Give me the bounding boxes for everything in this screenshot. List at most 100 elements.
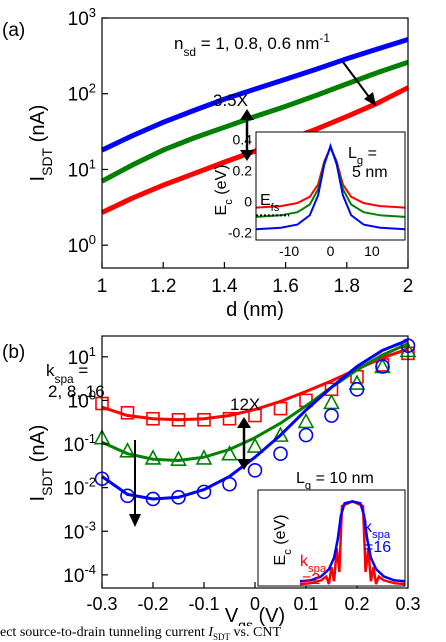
panel-b-tick-marks (101, 356, 409, 588)
panel-b-marker-triangle (272, 426, 289, 442)
panel-a-inset-y-tick-label: -0.2 (228, 224, 252, 240)
panel-a-x-tick-label: 1.4 (211, 276, 238, 297)
panel-a-inset-x-tick-label: 10 (364, 243, 380, 259)
panel-a-inset-tick-labels: 0.4 0.2 0 -0.2 -10 0 10 (228, 132, 380, 259)
panel-b-x-axis-label: Vgs (V) (225, 605, 285, 626)
panel-a-nsd-arrowhead (364, 92, 376, 106)
panel-b-kspa-values: 2, 8, 16 (48, 382, 105, 401)
panel-a-plot-frame (101, 17, 409, 269)
panel-b-marker-circle (273, 446, 288, 462)
panel-b-marker-square (248, 408, 262, 423)
panel-a-inset-x-tick-label: -10 (279, 243, 299, 259)
panel-b-y-tick-label: 10-1 (63, 431, 96, 456)
panel-b-marker-triangle (170, 450, 187, 466)
panel-b-x-tick-labels: -0.3 -0.2 -0.1 0 0.1 0.2 0.3 (86, 594, 420, 614)
panel-b-kspa-arrowhead (129, 514, 141, 527)
panel-a-series-line-1 (100, 37, 409, 153)
panel-a-inset-y-tick-label: 0.4 (233, 132, 253, 148)
panel-b-marker-triangle (119, 442, 136, 458)
panel-b-y-tick-label: 101 (68, 344, 96, 369)
panel-b-x-tick-label: 0 (250, 594, 260, 614)
panel-a-inset-series (255, 142, 406, 231)
panel-b-marker-circle (171, 490, 186, 505)
panel-b-ratio-label: 12X (230, 395, 260, 414)
panel-a-inset-y-tick-label: 0 (244, 193, 252, 209)
panel-a-series-line-3 (100, 85, 410, 215)
panel-a-inset-lg-value: 5 nm (352, 164, 388, 181)
panel-b-marker-square (222, 411, 237, 426)
panel-b-inset-kspa2-value: =2 (302, 571, 320, 588)
panel-b-series (93, 338, 417, 507)
panel-b-marker-circle (324, 408, 339, 423)
panel-b-marker-triangle (221, 445, 238, 461)
panel-a-ratio-label: 3.5X (213, 91, 248, 110)
panel-b-marker-triangle (323, 393, 340, 410)
panel-b-marker-circle (222, 476, 237, 492)
panel-b-inset: Ec (eV) kspa =16 kspa =2 (257, 489, 406, 588)
panel-b-marker-circle (375, 359, 390, 374)
panel-b-lg-annotation: Lg = 10 nm (296, 470, 374, 492)
panel-b-inset-y-axis-label: Ec (eV) (272, 515, 294, 566)
panel-b-marker-triangle (144, 449, 162, 465)
panel-b-marker-triangle (348, 374, 366, 390)
panel-b-inset-kspa16-label: kspa (364, 519, 391, 541)
panel-b-marker-square (273, 401, 288, 416)
panel-b-marker-square (197, 412, 211, 427)
figure-caption: ect source-to-drain tunneling current IS… (0, 626, 281, 642)
panel-b-inset-kspa16-value: =16 (364, 539, 391, 556)
panel-a-x-tick-label: 2 (403, 276, 414, 297)
panel-a-y-tick-label: 100 (68, 232, 96, 257)
panel-a-x-tick-labels: 1 1.2 1.4 1.6 1.8 2 (97, 276, 414, 297)
panel-b-marker-circle (145, 491, 161, 507)
panel-b-ratio-arrowhead-up (237, 417, 251, 428)
panel-a-y-tick-label: 103 (68, 5, 96, 30)
panel-a-ratio-arrowhead-up (240, 109, 254, 120)
panel-a-inset-y-axis-label: Ec (eV) (213, 165, 235, 216)
panel-b-y-tick-label: 10-2 (63, 475, 96, 500)
panel-b-marker-square (120, 406, 135, 420)
panel-a-x-axis-label: d (nm) (226, 299, 284, 321)
panel-b-x-tick-label: -0.3 (86, 594, 117, 614)
panel-a-nsd-annotation: nsd = 1, 0.8, 0.6 nm-1 (174, 31, 330, 59)
panel-a-inset-series-line-3 (255, 142, 406, 231)
panel-a-x-tick-label: 1.8 (334, 276, 360, 297)
panel-b-x-tick-label: 0.3 (395, 594, 420, 614)
panel-b-marker-circle (196, 484, 212, 500)
panel-a-inset-lg-label: Lg = (348, 145, 377, 167)
panel-b-ratio-arrowhead-down (237, 459, 251, 470)
panel-a-x-tick-label: 1.6 (272, 276, 298, 297)
panel-a-y-tick-label: 102 (68, 81, 96, 106)
panel-a-inset-efs-label: Efs (260, 192, 280, 214)
panel-b-marker-triangle (297, 412, 315, 429)
panel-a-x-tick-label: 1 (97, 276, 108, 297)
panel-b-label: (b) (2, 342, 25, 363)
panel-a-y-tick-label: 101 (68, 156, 96, 181)
panel-b-marker-triangle (246, 437, 264, 453)
panel-b-x-tick-label: -0.2 (137, 594, 168, 614)
panel-a-ratio-arrowhead-down (240, 150, 254, 161)
panel-b-marker-circle (349, 381, 365, 397)
panel-b-x-tick-label: 0.2 (344, 594, 369, 614)
panel-b-y-tick-label: 10-3 (63, 518, 96, 543)
panel-a-inset-y-tick-label: 0.2 (233, 163, 253, 179)
panel-a-x-tick-label: 1.2 (150, 276, 176, 297)
panel-b-series-line-3 (101, 338, 409, 501)
panel-b-y-tick-labels: 10-4 10-3 10-2 10-1 100 101 (63, 344, 96, 587)
panel-b-marker-circle (298, 427, 314, 443)
panel-b-kspa-label: kspa = (46, 361, 88, 386)
panel-b-inset-series (299, 500, 406, 586)
panel-b-y-axis-label: ISDT (nA) (27, 425, 55, 502)
panel-a-label: (a) (2, 20, 25, 41)
panel-b-x-tick-label: 0.1 (293, 594, 318, 614)
panel-b-marker-triangle (195, 449, 213, 465)
panel-b-inset-frame (257, 489, 406, 587)
panel-b-y-tick-label: 10-4 (63, 562, 96, 587)
panel-b-marker-square (146, 411, 160, 426)
panel-b-marker-square (171, 412, 186, 427)
panel-a-y-axis-label: ISDT (nA) (27, 105, 55, 182)
panel-b-x-tick-label: -0.1 (188, 594, 219, 614)
panel-a-inset-frame (255, 131, 406, 241)
panel-a-nsd-arrow (342, 61, 373, 102)
